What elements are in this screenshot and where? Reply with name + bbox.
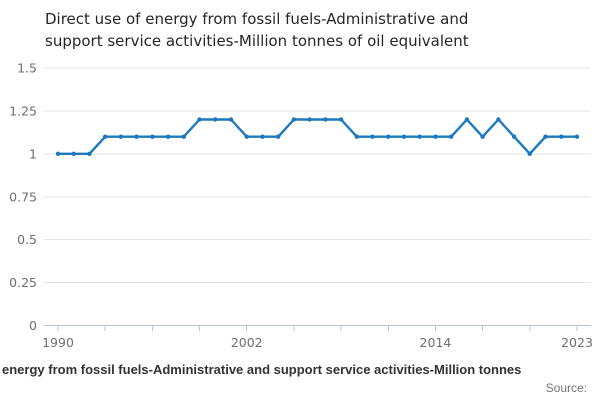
x-tick-label: 2002	[231, 335, 263, 350]
data-point[interactable]	[323, 117, 328, 122]
data-point[interactable]	[134, 134, 139, 139]
data-point[interactable]	[480, 134, 485, 139]
data-point[interactable]	[511, 134, 517, 139]
x-axis-labels: 1990 2002 2014 2023	[42, 335, 593, 350]
data-point[interactable]	[559, 134, 564, 139]
x-tick-label: 2023	[561, 335, 593, 350]
data-point[interactable]	[417, 134, 422, 139]
chart-title-line1: Direct use of energy from fossil fuels-A…	[45, 10, 469, 28]
data-point[interactable]	[276, 134, 281, 139]
data-point[interactable]	[244, 134, 249, 139]
chart-title-line2: support service activities-Million tonne…	[45, 32, 469, 50]
data-point[interactable]	[150, 134, 155, 139]
y-tick-label: 1	[29, 146, 37, 161]
data-series[interactable]	[55, 117, 580, 156]
y-tick-label: 1.5	[17, 61, 37, 76]
data-point[interactable]	[307, 117, 312, 122]
data-point[interactable]	[197, 117, 202, 122]
data-point[interactable]	[118, 134, 124, 139]
data-point[interactable]	[228, 117, 234, 122]
data-point[interactable]	[574, 134, 580, 139]
data-point[interactable]	[338, 117, 344, 122]
data-point[interactable]	[71, 151, 76, 156]
data-point[interactable]	[87, 151, 92, 156]
data-point[interactable]	[496, 117, 501, 122]
x-tick-label: 1990	[42, 335, 74, 350]
data-point[interactable]	[386, 134, 391, 139]
y-tick-label: 1.25	[9, 103, 37, 118]
data-point[interactable]	[401, 134, 407, 139]
x-axis-ticks	[57, 325, 578, 331]
source-label: Source:	[545, 381, 587, 395]
data-point[interactable]	[354, 134, 359, 139]
data-line[interactable]	[56, 118, 579, 156]
y-axis-labels: 0 0.25 0.5 0.75 1 1.25 1.5	[9, 61, 37, 334]
chart-title: Direct use of energy from fossil fuels-A…	[45, 8, 590, 52]
data-point[interactable]	[433, 134, 438, 139]
data-point[interactable]	[543, 134, 548, 139]
data-point[interactable]	[213, 117, 218, 122]
y-gridlines	[44, 67, 591, 326]
y-tick-label: 0.25	[9, 275, 37, 290]
data-point[interactable]	[103, 134, 108, 139]
data-point[interactable]	[464, 117, 470, 122]
data-point[interactable]	[260, 134, 265, 139]
y-tick-label: 0	[29, 318, 37, 333]
footer-caption-link: energy from fossil fuels-Administrative …	[2, 362, 522, 377]
data-point[interactable]	[449, 134, 454, 139]
y-tick-label: 0.5	[17, 232, 37, 247]
data-point[interactable]	[527, 151, 532, 156]
data-point[interactable]	[291, 117, 297, 122]
data-point[interactable]	[370, 134, 375, 139]
data-point[interactable]	[165, 134, 171, 139]
data-point[interactable]	[55, 151, 61, 156]
x-tick-label: 2014	[420, 335, 452, 350]
data-point[interactable]	[181, 134, 186, 139]
y-tick-label: 0.75	[9, 189, 37, 204]
